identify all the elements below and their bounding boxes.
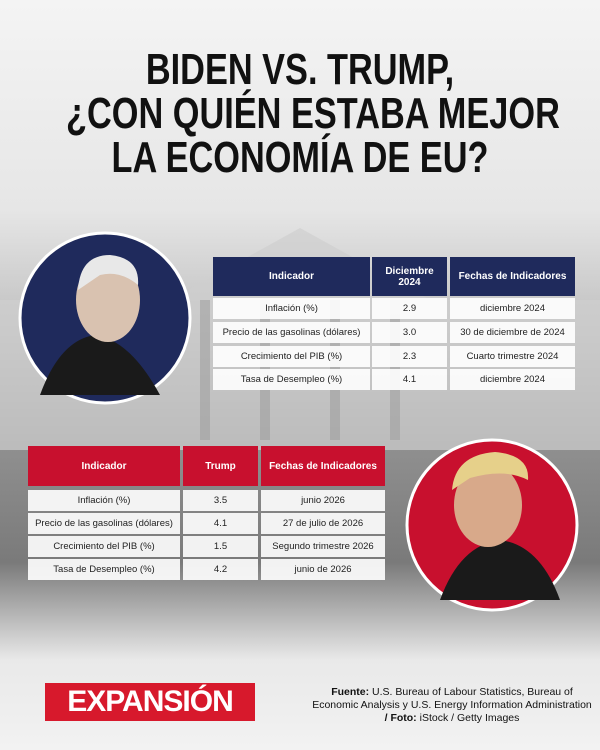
table-cell: Inflación (%) xyxy=(213,298,370,319)
logo: EXPANSIÓN xyxy=(45,683,255,721)
table-cell: Segundo trimestre 2026 xyxy=(261,536,385,557)
table-cell: Inflación (%) xyxy=(28,490,180,511)
table-cell: 3.0 xyxy=(372,322,447,343)
photo-label: Foto: xyxy=(390,712,417,724)
table-cell: Cuarto trimestre 2024 xyxy=(450,346,575,367)
table-cell: 4.1 xyxy=(372,369,447,390)
table-cell: 27 de julio de 2026 xyxy=(261,513,385,534)
separator: / xyxy=(384,712,388,724)
table-header: Trump xyxy=(183,446,258,486)
table-cell: Tasa de Desempleo (%) xyxy=(28,559,180,580)
table-cell: 4.1 xyxy=(183,513,258,534)
table-cell: 4.2 xyxy=(183,559,258,580)
title-line: ¿CON QUIÉN ESTABA MEJOR xyxy=(66,89,560,138)
table-cell: diciembre 2024 xyxy=(450,298,575,319)
table-cell: diciembre 2024 xyxy=(450,369,575,390)
table-cell: Precio de las gasolinas (dólares) xyxy=(213,322,370,343)
table-header: Indicador xyxy=(213,257,370,296)
title-line: BIDEN VS. TRUMP, xyxy=(145,45,455,94)
source: U.S. Bureau of Labour Statistics, Bureau… xyxy=(312,686,592,711)
table-cell: 30 de diciembre de 2024 xyxy=(450,322,575,343)
table-cell: Crecimiento del PIB (%) xyxy=(28,536,180,557)
photo-credit: iStock / Getty Images xyxy=(419,712,520,724)
table-cell: 1.5 xyxy=(183,536,258,557)
table-header: Fechas de Indicadores xyxy=(261,446,385,486)
title: BIDEN VS. TRUMP, ¿CON QUIÉN ESTABA MEJOR L… xyxy=(0,48,600,180)
source-label: Fuente: xyxy=(331,686,370,698)
table-cell: 2.3 xyxy=(372,346,447,367)
table-cell: junio 2026 xyxy=(261,490,385,511)
table-header: Diciembre 2024 xyxy=(372,257,447,296)
table-cell: Tasa de Desempleo (%) xyxy=(213,369,370,390)
table-cell: 2.9 xyxy=(372,298,447,319)
table-header: Fechas de Indicadores xyxy=(450,257,575,296)
table-header: Indicador xyxy=(28,446,180,486)
footer: Fuente: U.S. Bureau of Labour Statistics… xyxy=(312,686,592,725)
table-cell: Precio de las gasolinas (dólares) xyxy=(28,513,180,534)
title-line: LA ECONOMÍA DE EU? xyxy=(111,133,489,182)
table-cell: junio de 2026 xyxy=(261,559,385,580)
table-cell: 3.5 xyxy=(183,490,258,511)
table-cell: Crecimiento del PIB (%) xyxy=(213,346,370,367)
